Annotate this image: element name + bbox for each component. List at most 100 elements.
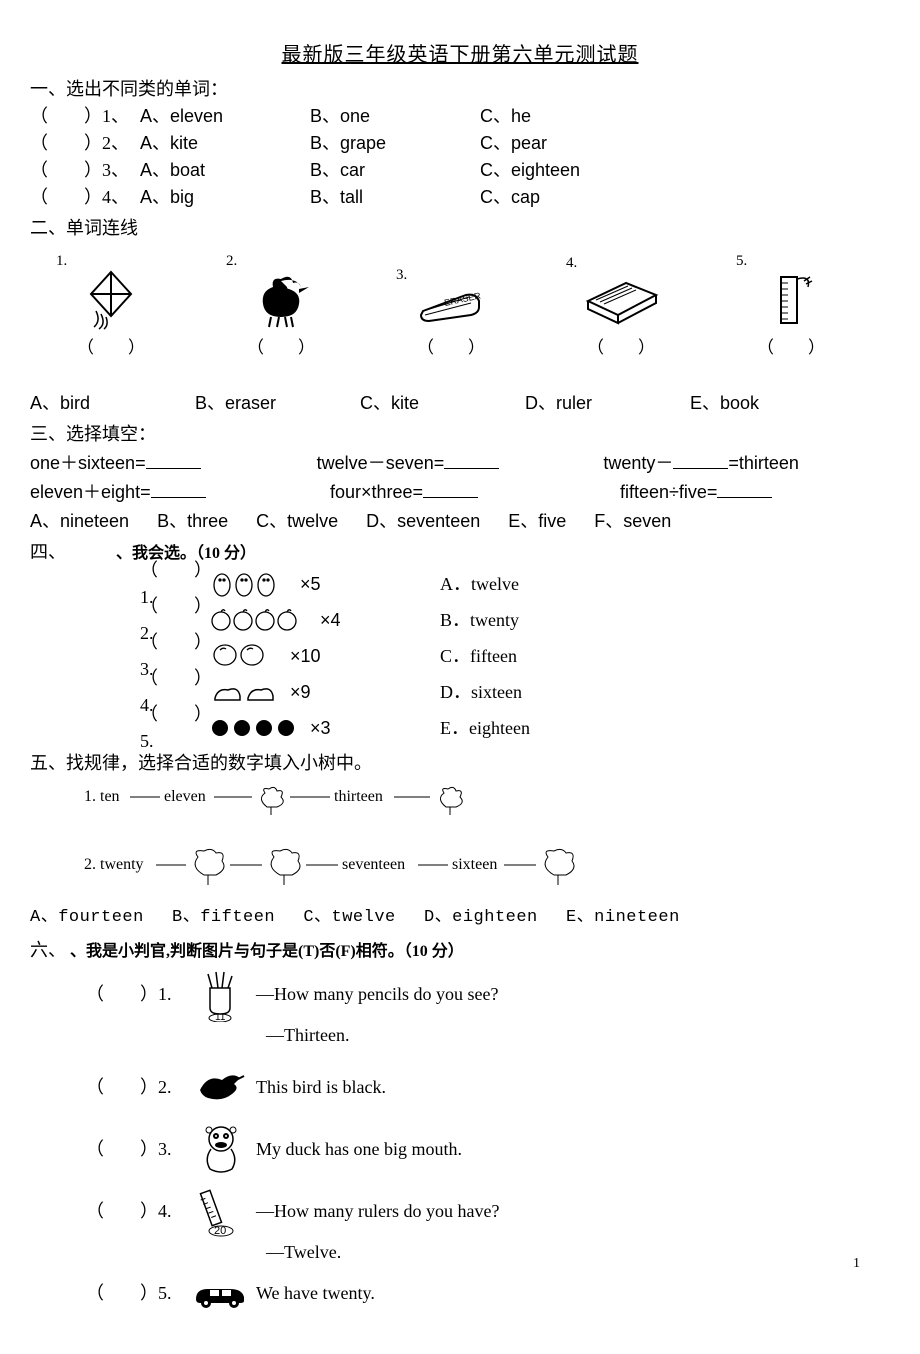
svg-text:11: 11 [215,1012,226,1022]
blank-input[interactable] [423,497,478,498]
s6-text: We have twenty. [256,1280,375,1307]
bird-icon [241,269,321,331]
s3-line2: eleven＋eight= four×three= fifteen÷five= [30,479,890,506]
blank-input[interactable] [673,468,728,469]
s6-row: （ ）1. 11 —How many pencils do you see? [86,964,890,1026]
s6-paren[interactable]: （ ）1. [86,981,186,1008]
s2-item: 2. （ ） [226,250,336,360]
s6-text: This bird is black. [256,1074,386,1101]
blank-input[interactable] [444,468,499,469]
s1-opt-b: B、car [310,157,480,184]
s1-head: 一、选出不同类的单词： [30,76,890,103]
s1-opt-a: A、eleven [140,103,310,130]
s1-opt-c: C、pear [480,130,680,157]
s4-head: 四、 [30,539,66,566]
svg-text:seventeen: seventeen [342,856,405,873]
s1-paren[interactable]: （ ）1、 [30,103,140,130]
s1-opt-b: B、grape [310,130,480,157]
duck-icon [196,1123,246,1177]
s1-row: （ ）3、 A、boat B、car C、eighteen [30,157,890,184]
s2-num: 1. [56,250,67,273]
blank-input[interactable] [717,497,772,498]
black-bird-icon [194,1068,248,1108]
s2-head: 二、单词连线 [30,215,890,242]
s1-row: （ ）2、 A、kite B、grape C、pear [30,130,890,157]
s6-row: （ ）3. My duck has one big mouth. [86,1119,890,1181]
s5-seq1: 1. ten eleven thirteen [80,783,890,835]
s4-paren[interactable]: （ ）5. [140,701,210,755]
s2-answers: A、bird B、eraser C、kite D、ruler E、book [30,390,890,417]
s4-ans: D．sixteen [440,679,522,706]
sequence-1-icon: 1. ten eleven thirteen [80,783,540,827]
s1-paren[interactable]: （ ）2、 [30,130,140,157]
seq-label: 1. ten [84,788,120,805]
s5-seq2: 2. twenty seventeen sixteen [80,841,890,899]
s2-row: 1. （ ） 2. （ ） 3. ERASER （ ） 4. [56,250,890,360]
s1-opt-c: C、he [480,103,680,130]
s2-item: 1. （ ） [56,250,166,360]
apple-icon [210,606,320,634]
svg-text:thirteen: thirteen [334,788,383,805]
s6-paren[interactable]: （ ）5. [86,1280,186,1307]
s2-paren[interactable]: （ ） [587,335,655,361]
shoe-icon [210,678,290,706]
svg-text:20: 20 [214,1225,226,1237]
s3-ans-e: E、five [508,508,566,535]
penguin-icon [210,569,300,599]
s2-paren[interactable]: （ ） [417,335,485,361]
eraser-icon: ERASER [411,283,491,331]
s4-mult: ×4 [320,607,341,634]
svg-text:sixteen: sixteen [452,856,497,873]
s4-mult: ×9 [290,679,311,706]
s1-opt-b: B、one [310,103,480,130]
s6-paren[interactable]: （ ）4. [86,1198,186,1225]
s2-paren[interactable]: （ ） [77,335,145,361]
s6-sub-ans: —Twelve. [266,1239,890,1266]
s6-head: 六、 [30,937,66,964]
pencil-cup-icon: 11 [196,968,246,1022]
s1-paren[interactable]: （ ）4、 [30,184,140,211]
s6-paren[interactable]: （ ）2. [86,1074,186,1101]
svg-text:2. twenty: 2. twenty [84,856,144,873]
s1-paren[interactable]: （ ）3、 [30,157,140,184]
s1-row: （ ）4、 A、big B、tall C、cap [30,184,890,211]
s6-paren[interactable]: （ ）3. [86,1136,186,1163]
s1-opt-a: A、big [140,184,310,211]
dot-icon [210,716,310,740]
s3-expr: twelve－seven= [317,453,445,473]
s4-row: （ ）2. ×4 B．twenty [140,602,890,638]
s3-expr: four×three= [330,482,423,502]
s1-opt-a: A、boat [140,157,310,184]
s1-opt-b: B、tall [310,184,480,211]
s6-row: （ ）5. We have twenty. [86,1274,890,1314]
s3-expr: twenty－ [603,453,673,473]
s4-mult: ×3 [310,715,331,742]
balloon-icon [210,642,290,670]
s6-text: —How many pencils do you see? [256,981,498,1008]
s6-text: My duck has one big mouth. [256,1136,462,1163]
s1-opt-a: A、kite [140,130,310,157]
s2-paren[interactable]: （ ） [247,335,315,361]
s5-options: A、fourteen B、fifteen C、twelve D、eighteen… [30,905,890,931]
s2-ans-e: E、book [690,390,855,417]
book-icon [576,271,666,331]
s2-paren[interactable]: （ ） [757,335,825,361]
blank-input[interactable] [146,468,201,469]
blank-input[interactable] [151,497,206,498]
s2-ans-d: D、ruler [525,390,690,417]
kite-icon [76,269,146,331]
s6-sub-ans: —Thirteen. [266,1022,890,1049]
s3-expr: =thirteen [728,453,799,473]
s2-num: 2. [226,250,237,273]
s3-ans-c: C、twelve [256,508,338,535]
sequence-2-icon: 2. twenty seventeen sixteen [80,841,620,891]
page-title: 最新版三年级英语下册第六单元测试题 [30,40,890,70]
s4-ans: E．eighteen [440,715,530,742]
s2-ans-c: C、kite [360,390,525,417]
s4-row: （ ）1. ×5 A．twelve [140,566,890,602]
s1-row: （ ）1、 A、eleven B、one C、he [30,103,890,130]
s2-item: 3. ERASER （ ） [396,264,506,360]
ruler-icon [756,269,826,331]
s2-ans-a: A、bird [30,390,195,417]
s2-item: 4. （ ） [566,252,676,360]
